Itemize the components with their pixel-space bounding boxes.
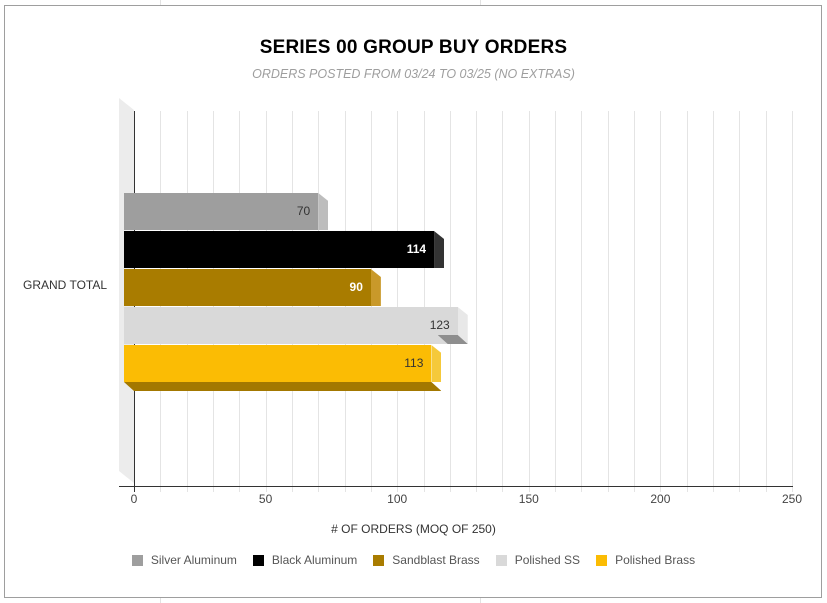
chart-subtitle: ORDERS POSTED FROM 03/24 TO 03/25 (NO EX…: [252, 67, 575, 81]
legend-item[interactable]: Polished SS: [495, 553, 581, 567]
legend-label: Silver Aluminum: [150, 553, 237, 567]
x-axis-title: # OF ORDERS (MOQ OF 250): [331, 522, 496, 536]
bar-side: [434, 231, 445, 268]
plot-area: GRAND TOTAL # OF ORDERS (MOQ OF 250) 0 50…: [5, 6, 822, 598]
gridline: [607, 111, 609, 492]
gridline: [581, 111, 583, 492]
legend-item[interactable]: Sandblast Brass: [373, 553, 480, 567]
x-tick-label: 250: [781, 492, 803, 506]
legend-swatch-icon: [495, 554, 507, 566]
bar-polished-ss[interactable]: 123: [124, 307, 468, 344]
x-tick-label: 100: [387, 492, 408, 506]
gridline: [476, 111, 478, 492]
data-label: 114: [406, 242, 427, 256]
gridline: [449, 111, 451, 492]
gridline: [555, 111, 557, 492]
gridline: [502, 111, 504, 492]
legend-item[interactable]: Black Aluminum: [252, 553, 358, 567]
legend-swatch-icon: [596, 554, 608, 566]
gridline: [739, 111, 741, 492]
data-label: 113: [404, 356, 424, 370]
legend-item[interactable]: Polished Brass: [596, 553, 695, 567]
data-label: 123: [429, 318, 450, 332]
data-label: 90: [349, 280, 363, 294]
x-tick-label: 50: [258, 492, 273, 506]
gridline: [792, 111, 793, 492]
legend-item[interactable]: Silver Aluminum: [131, 553, 237, 567]
legend-label: Polished Brass: [615, 553, 696, 567]
bar-face: [124, 231, 435, 268]
bar-silver-aluminum[interactable]: 70: [124, 193, 329, 230]
bar-face: [124, 269, 371, 306]
gridline: [634, 111, 636, 492]
legend-label: Black Aluminum: [271, 553, 358, 567]
gridline: [765, 111, 767, 492]
x-axis: [119, 486, 793, 487]
gridline: [423, 111, 425, 492]
bar-side: [370, 269, 381, 306]
legend: Silver Aluminum Black Aluminum Sandblast B…: [5, 553, 822, 567]
chart-container[interactable]: SERIES 00 GROUP BUY ORDERS ORDERS POSTED…: [4, 5, 822, 598]
bar-face: [124, 307, 458, 344]
bar-face: [124, 345, 432, 382]
chart-title: SERIES 00 GROUP BUY ORDERS: [259, 37, 568, 58]
gridline: [713, 111, 715, 492]
bar-face: [124, 193, 319, 230]
gridline: [660, 111, 662, 492]
bar-side: [318, 193, 329, 230]
legend-swatch-icon: [252, 554, 264, 566]
gridline: [397, 111, 399, 492]
bar-black-aluminum[interactable]: 114: [124, 231, 445, 268]
bar-side: [457, 307, 468, 344]
legend-label: Polished SS: [514, 553, 581, 567]
bar-bottom: [124, 382, 441, 391]
data-label: 70: [296, 204, 311, 218]
x-tick-label: 200: [650, 492, 671, 506]
gridline: [528, 111, 530, 492]
bar-polished-brass[interactable]: 113: [124, 345, 442, 382]
legend-swatch-icon: [131, 554, 143, 566]
x-tick-label: 0: [130, 492, 138, 506]
bar-sandblast-brass[interactable]: 90: [124, 269, 381, 306]
gridline: [686, 111, 688, 492]
x-tick-label: 150: [518, 492, 539, 506]
legend-swatch-icon: [373, 554, 385, 566]
legend-label: Sandblast Brass: [392, 553, 480, 567]
bar-side: [431, 345, 442, 382]
category-label: GRAND TOTAL: [23, 278, 108, 292]
bar-bottom: [438, 335, 468, 344]
